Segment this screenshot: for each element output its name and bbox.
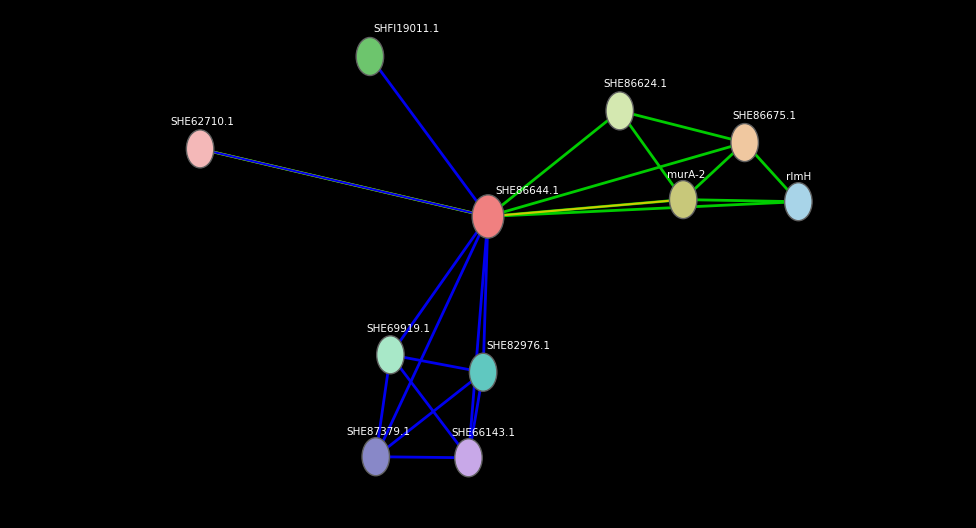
Text: SHE86675.1: SHE86675.1	[732, 111, 796, 121]
Ellipse shape	[356, 37, 384, 76]
Text: SHE69919.1: SHE69919.1	[366, 324, 430, 334]
Ellipse shape	[731, 124, 758, 162]
Ellipse shape	[606, 92, 633, 130]
Text: murA-2: murA-2	[667, 169, 705, 180]
Ellipse shape	[670, 181, 697, 219]
Text: SHE87379.1: SHE87379.1	[346, 427, 411, 437]
Ellipse shape	[785, 183, 812, 221]
Text: SHE62710.1: SHE62710.1	[171, 117, 234, 127]
Ellipse shape	[377, 336, 404, 374]
Ellipse shape	[469, 353, 497, 391]
Text: SHE86644.1: SHE86644.1	[496, 186, 560, 196]
Text: rlmH: rlmH	[786, 172, 811, 182]
Ellipse shape	[455, 439, 482, 477]
Text: SHE82976.1: SHE82976.1	[486, 341, 550, 351]
Text: SHFl19011.1: SHFl19011.1	[374, 24, 440, 34]
Text: SHE86624.1: SHE86624.1	[603, 79, 668, 89]
Text: SHE66143.1: SHE66143.1	[451, 428, 515, 438]
Ellipse shape	[472, 195, 504, 238]
Ellipse shape	[362, 438, 389, 476]
Ellipse shape	[186, 130, 214, 168]
